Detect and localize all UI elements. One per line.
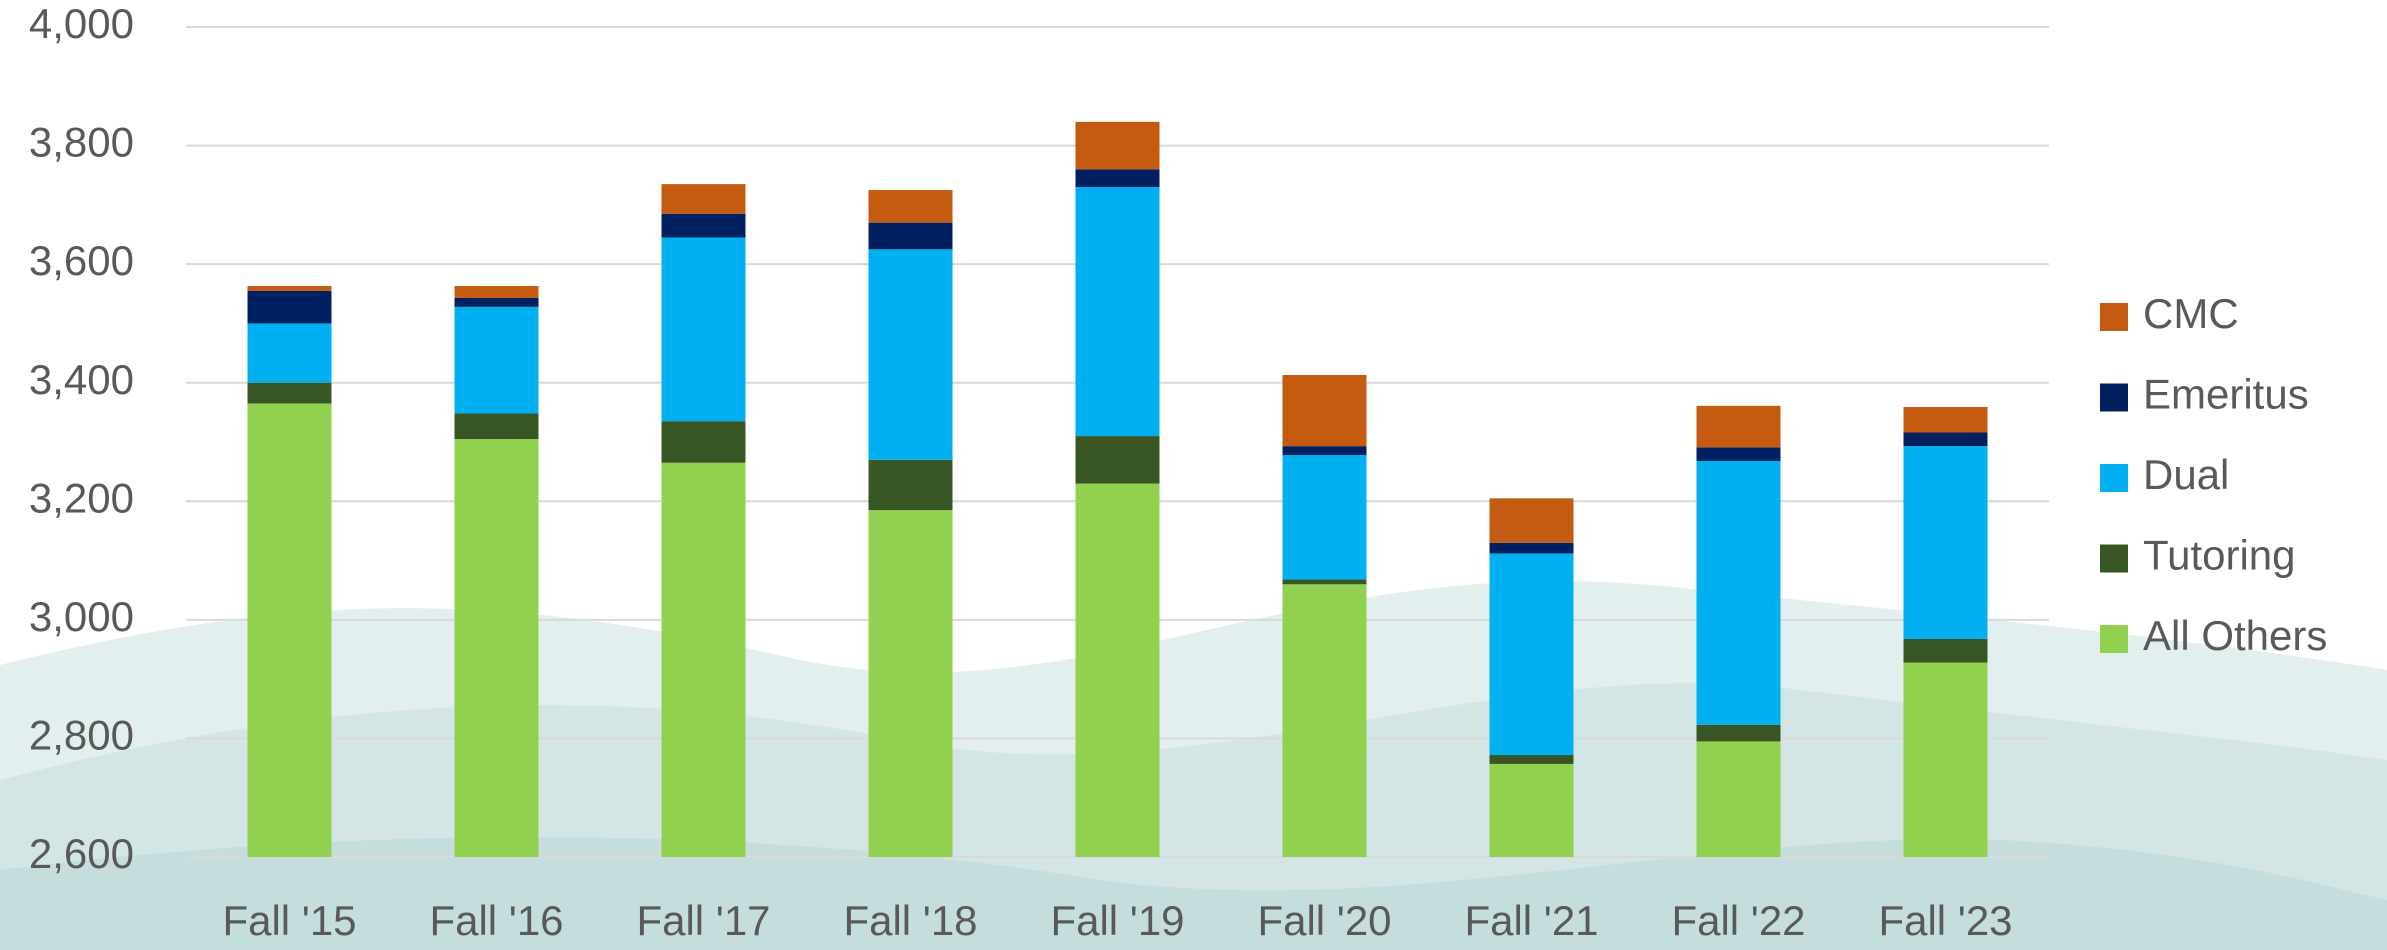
bar-segment [1283, 455, 1367, 580]
x-tick-label: Fall '22 [1671, 897, 1805, 944]
bar-segment [869, 249, 953, 459]
bar-segment [455, 439, 539, 857]
bar-segment [662, 214, 746, 238]
bar-segment [1283, 446, 1367, 455]
bar-segment [248, 323, 332, 382]
x-tick-label: Fall '17 [636, 897, 770, 944]
x-tick-label: Fall '19 [1050, 897, 1184, 944]
legend-swatch [2100, 303, 2128, 331]
y-tick-label: 3,400 [29, 356, 134, 403]
bar-segment [1904, 639, 1988, 663]
y-tick-label: 3,000 [29, 593, 134, 640]
bar-segment [662, 237, 746, 421]
bar-segment [1076, 484, 1160, 858]
legend-label: All Others [2143, 612, 2327, 659]
bar-segment [1076, 122, 1160, 169]
x-tick-label: Fall '16 [429, 897, 563, 944]
bar-segment [1904, 407, 1988, 432]
legend-label: CMC [2143, 290, 2239, 337]
bar-segment [1490, 543, 1574, 554]
bar-segment [869, 190, 953, 223]
bar-segment [1904, 433, 1988, 447]
bar-segment [455, 414, 539, 439]
bar-segment [869, 223, 953, 250]
bar-segment [662, 463, 746, 857]
bar-segment [1076, 436, 1160, 483]
bar-segment [1490, 764, 1574, 857]
bar-segment [248, 403, 332, 857]
bar-segment [1283, 580, 1367, 585]
legend-label: Tutoring [2143, 532, 2296, 579]
bar-segment [869, 510, 953, 857]
bar-segment [455, 298, 539, 307]
bar-segment [248, 383, 332, 404]
legend-label: Dual [2143, 451, 2229, 498]
legend-swatch [2100, 464, 2128, 492]
bar-segment [1697, 461, 1781, 725]
bar-segment [1697, 741, 1781, 857]
bar-segment [662, 184, 746, 214]
bar-segment [248, 291, 332, 324]
bar-segment [1697, 447, 1781, 461]
bar-segment [1283, 375, 1367, 446]
legend-label: Emeritus [2143, 371, 2309, 418]
bar-segment [1490, 553, 1574, 755]
x-tick-label: Fall '21 [1464, 897, 1598, 944]
bar-segment [1076, 169, 1160, 187]
background-waves [0, 581, 2387, 950]
y-tick-label: 3,600 [29, 237, 134, 284]
bar-segment [1697, 725, 1781, 742]
x-tick-label: Fall '18 [843, 897, 977, 944]
bar-segment [1490, 498, 1574, 542]
y-tick-label: 3,200 [29, 474, 134, 521]
bar-segment [1283, 584, 1367, 857]
y-tick-label: 3,800 [29, 119, 134, 166]
bar-segment [1904, 663, 1988, 857]
y-tick-label: 2,600 [29, 830, 134, 877]
y-tick-label: 2,800 [29, 712, 134, 759]
bar-segment [1697, 406, 1781, 448]
bar-segment [248, 286, 332, 291]
legend-swatch [2100, 384, 2128, 412]
x-tick-label: Fall '20 [1257, 897, 1391, 944]
x-tick-label: Fall '23 [1878, 897, 2012, 944]
legend-swatch [2100, 545, 2128, 573]
bar-segment [662, 421, 746, 463]
bar-segment [1904, 446, 1988, 639]
y-tick-label: 4,000 [29, 0, 134, 47]
bar-segment [1490, 755, 1574, 764]
x-tick-label: Fall '15 [222, 897, 356, 944]
chart: 2,600 2,800 3,000 3,200 3,400 3,600 3,800 4,000… [0, 0, 2387, 950]
bar-segment [455, 307, 539, 414]
bar-segment [455, 286, 539, 298]
legend-swatch [2100, 625, 2128, 653]
bar-segment [1076, 187, 1160, 436]
bar-segment [869, 460, 953, 510]
